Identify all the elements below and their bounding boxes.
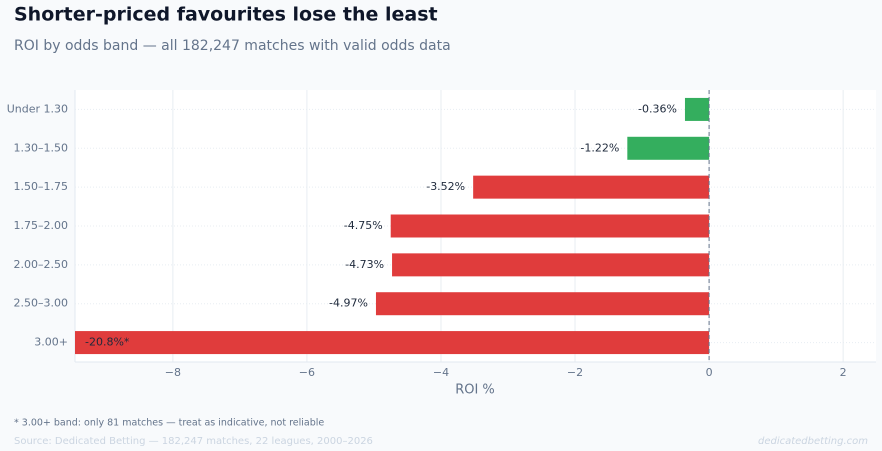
x-tick-label: 0 xyxy=(706,366,713,379)
bar xyxy=(390,214,710,238)
y-tick-label: 1.75–2.00 xyxy=(14,219,68,232)
x-tick-label: −6 xyxy=(299,366,315,379)
y-tick-label: 1.50–1.75 xyxy=(14,180,68,193)
chart-subtitle: ROI by odds band — all 182,247 matches w… xyxy=(14,38,451,54)
y-tick-label: 1.30–1.50 xyxy=(14,141,68,154)
bar xyxy=(684,97,710,121)
source: Source: Dedicated Betting — 182,247 matc… xyxy=(14,436,373,447)
x-tick-label: −8 xyxy=(165,366,181,379)
y-tick-label: Under 1.30 xyxy=(7,102,68,115)
value-label: -4.97% xyxy=(329,297,368,310)
x-tick-label: 2 xyxy=(840,366,847,379)
value-label: -3.52% xyxy=(426,180,465,193)
value-label: -20.8%* xyxy=(85,336,130,349)
value-label: -1.22% xyxy=(580,141,619,154)
x-tick-label: −4 xyxy=(433,366,449,379)
watermark: dedicatedbetting.com xyxy=(758,436,868,447)
value-label: -0.36% xyxy=(638,102,677,115)
bar xyxy=(375,292,710,316)
x-tick-label: −2 xyxy=(567,366,583,379)
bar xyxy=(75,331,710,355)
y-tick-label: 2.00–2.50 xyxy=(14,258,68,271)
y-tick-label: 2.50–3.00 xyxy=(14,297,68,310)
value-label: -4.75% xyxy=(344,219,383,232)
x-axis-label: ROI % xyxy=(455,383,495,398)
value-label: -4.73% xyxy=(345,258,384,271)
bar xyxy=(392,253,710,277)
bar xyxy=(627,136,710,160)
footnote: * 3.00+ band: only 81 matches — treat as… xyxy=(14,418,324,429)
chart-title: Shorter-priced favourites lose the least xyxy=(14,4,438,26)
y-tick-label: 3.00+ xyxy=(34,336,68,349)
bar xyxy=(473,175,710,199)
